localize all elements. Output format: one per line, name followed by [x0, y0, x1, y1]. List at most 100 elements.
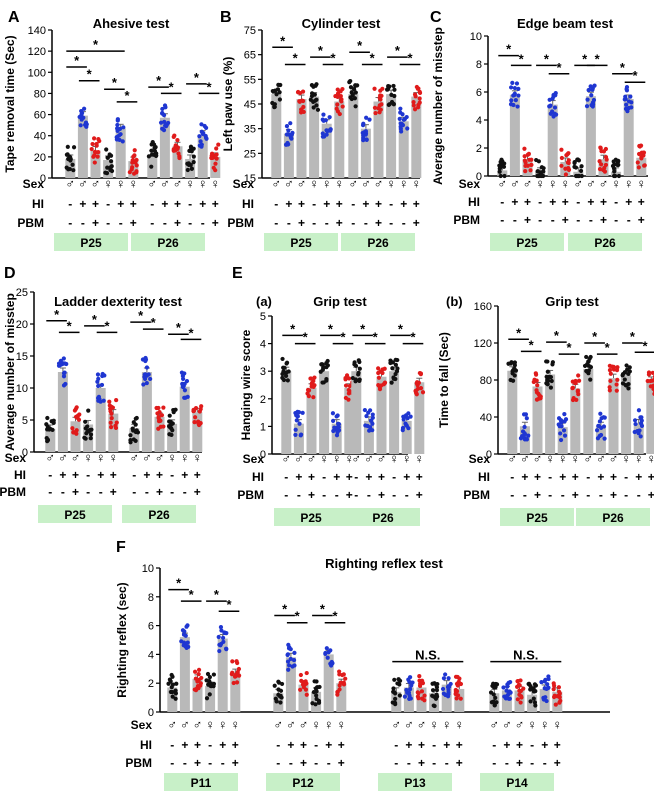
data-point-e-b — [584, 354, 589, 360]
data-point-e-b — [602, 436, 607, 441]
data-point-d — [170, 421, 175, 426]
data-point-e-b — [624, 363, 629, 368]
significance-label-f: * — [189, 587, 195, 602]
data-point-f — [314, 696, 319, 702]
row-hi-cell-a: - — [150, 197, 154, 211]
group-label-c-p25: P25 — [516, 236, 538, 250]
row-pbm-cell-c: - — [576, 213, 580, 227]
data-point-e-b — [636, 431, 641, 436]
data-point-e-a — [299, 432, 304, 437]
row-hi-cell-f: - — [530, 738, 534, 752]
bar-f-p12-3 — [311, 691, 322, 712]
data-point-e-a — [389, 380, 394, 385]
bar-f-p13-3 — [429, 693, 440, 712]
data-point-f — [192, 687, 197, 692]
data-point-b — [315, 107, 321, 112]
data-point-d — [114, 397, 119, 403]
data-point-d — [192, 420, 197, 425]
data-point-e-a — [357, 366, 362, 371]
data-point-c — [539, 170, 544, 175]
data-point-b — [271, 89, 276, 94]
data-point-d — [72, 408, 77, 413]
data-point-f — [288, 647, 293, 652]
data-point-f — [323, 651, 328, 657]
data-point-f — [531, 689, 537, 694]
data-point-a — [70, 162, 75, 167]
y-tick-label-b: 45 — [244, 99, 256, 111]
row-hi-cell-a: - — [68, 197, 72, 211]
y-axis-label-a: Tape removal time (Sec) — [3, 35, 17, 172]
data-point-e-a — [324, 378, 329, 383]
data-point-c — [604, 157, 609, 162]
data-point-c — [516, 93, 521, 98]
bar-b-p26-0 — [348, 94, 359, 178]
significance-label-e-b: * — [554, 328, 560, 343]
y-tick-label-e-b: 0 — [486, 449, 492, 461]
significance-label-c: * — [544, 51, 550, 66]
row-pbm-cell-e-b: - — [548, 488, 552, 502]
data-point-a — [68, 155, 73, 160]
row-pbm-cell-c: + — [562, 213, 569, 227]
row-pbm-cell-c: - — [614, 213, 618, 227]
data-point-b — [398, 121, 403, 126]
data-point-f — [552, 683, 557, 688]
row-pbm-cell-f: + — [338, 756, 345, 770]
data-point-d — [51, 420, 56, 426]
data-point-b — [327, 115, 332, 120]
y-tick-label-f: 4 — [148, 649, 154, 661]
data-point-e-a — [347, 376, 352, 381]
data-point-b — [308, 97, 313, 102]
data-point-f — [335, 692, 340, 697]
bar-f-p11-4 — [217, 638, 228, 712]
row-pbm-cell-f: - — [492, 756, 496, 770]
data-point-b — [272, 103, 277, 109]
data-point-f — [395, 681, 400, 686]
row-sex-cell-e-b: ♀ — [570, 451, 580, 466]
data-point-d — [169, 426, 174, 431]
row-pbm-cell-a: - — [201, 216, 205, 230]
data-point-c — [539, 173, 544, 179]
panel-sublabel-e-a: (a) — [256, 294, 272, 309]
y-tick-label-f: 0 — [148, 707, 154, 719]
data-point-b — [335, 91, 341, 96]
data-point-b — [324, 132, 329, 137]
data-point-c — [603, 162, 609, 168]
y-tick-label-d: 20 — [16, 319, 28, 331]
row-hi-cell-f: - — [208, 738, 212, 752]
data-point-a — [209, 151, 215, 156]
data-point-f — [207, 678, 212, 684]
bar-d-p25-3 — [83, 424, 94, 452]
data-point-e-b — [561, 428, 567, 433]
bar-b-p25-0 — [271, 94, 282, 178]
data-point-a — [213, 161, 218, 166]
data-point-a — [64, 165, 69, 170]
data-point-e-a — [376, 366, 381, 371]
row-sex-cell-f: ♂ — [299, 717, 309, 732]
data-point-e-b — [526, 433, 531, 438]
data-point-d — [179, 370, 185, 375]
row-hi-cell-f: - — [170, 738, 174, 752]
data-point-e-a — [330, 411, 336, 416]
data-point-e-a — [346, 397, 351, 402]
data-point-f — [521, 686, 526, 691]
data-point-f — [515, 679, 520, 684]
data-point-e-a — [356, 370, 361, 375]
data-point-b — [353, 104, 358, 109]
row-sex-cell-c: ♂ — [573, 176, 583, 191]
data-point-a — [188, 144, 194, 149]
data-point-c — [535, 169, 540, 174]
data-point-e-a — [332, 425, 337, 430]
row-hi-cell-f: + — [194, 738, 201, 752]
chart-title-a: Ahesive test — [93, 16, 170, 31]
row-sex-cell-d: ♀ — [108, 450, 118, 465]
data-point-c — [563, 166, 568, 171]
data-point-e-a — [370, 412, 375, 417]
data-point-e-b — [524, 437, 530, 442]
significance-label-c: * — [519, 51, 525, 66]
data-point-a — [175, 137, 180, 143]
data-point-f — [488, 690, 494, 695]
data-point-a — [158, 120, 164, 125]
row-pbm-cell-f: - — [183, 756, 187, 770]
y-axis-label-e-b: Time to fall (Sec) — [437, 332, 451, 428]
row-sex-cell-e-b: ♂ — [533, 451, 543, 466]
